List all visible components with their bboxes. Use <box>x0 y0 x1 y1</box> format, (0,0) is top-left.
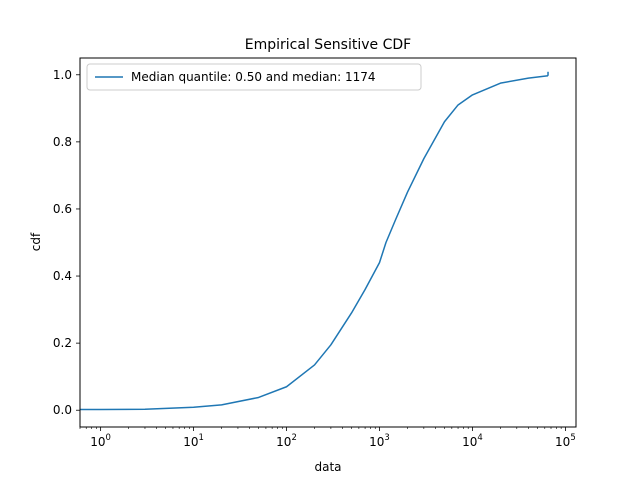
series-line-0 <box>80 75 549 411</box>
x-tick-label-2: 102 <box>276 433 297 449</box>
y-tick-label-1: 0.2 <box>53 336 72 350</box>
x-tick-label-5: 105 <box>555 433 576 449</box>
legend: Median quantile: 0.50 and median: 1174 <box>86 63 422 91</box>
x-axis-label: data <box>314 460 341 474</box>
x-tick-label-3: 103 <box>369 433 390 449</box>
legend-box <box>86 63 422 91</box>
ticks-layer: 100 101 102 103 104 105 0.0 0.2 0.4 0.6 0.8 1.0 <box>53 68 576 449</box>
y-tick-label-2: 0.4 <box>53 269 72 283</box>
y-tick-label-5: 1.0 <box>53 68 72 82</box>
y-axis-label: cdf <box>29 232 43 251</box>
legend-label-0: Median quantile: 0.50 and median: 1174 <box>131 70 376 84</box>
x-tick-label-4: 104 <box>462 433 483 449</box>
chart-title: Empirical Sensitive CDF <box>245 37 411 53</box>
x-tick-label-1: 101 <box>183 433 204 449</box>
x-tick-label-0: 100 <box>90 433 111 449</box>
y-tick-label-4: 0.8 <box>53 135 72 149</box>
axes-frame <box>79 57 577 428</box>
y-tick-label-0: 0.0 <box>53 403 72 417</box>
plot-layer <box>80 71 549 411</box>
y-tick-label-3: 0.6 <box>53 202 72 216</box>
